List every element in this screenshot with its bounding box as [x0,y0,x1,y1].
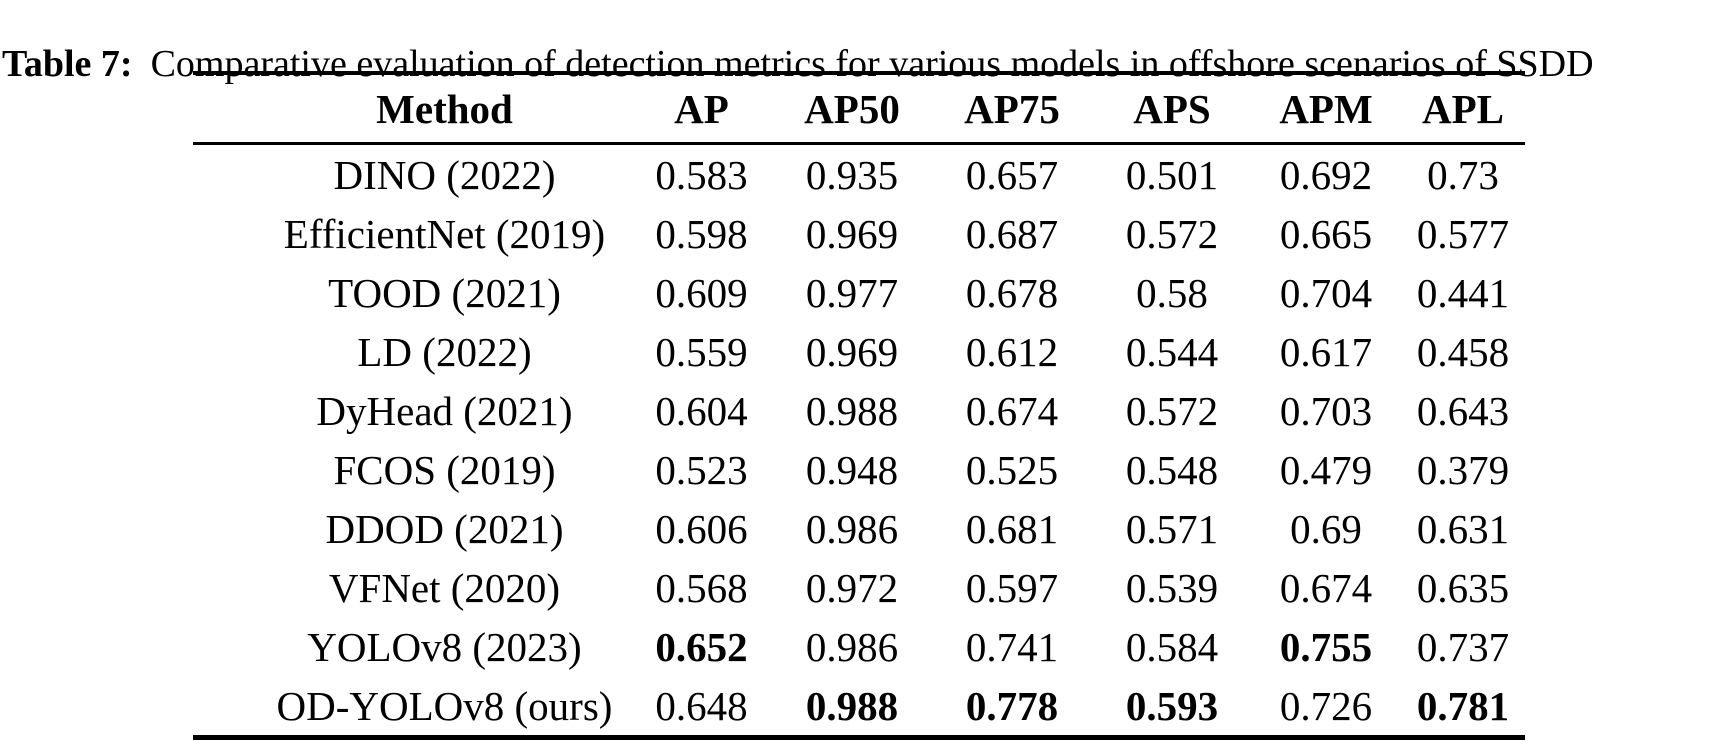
table-row: OD-YOLOv8 (ours) 0.648 0.988 0.778 0.593 0.72… [193,676,1525,738]
metric-cell: 0.692 [1279,151,1373,198]
table-row: DINO (2022) 0.583 0.935 0.657 0.501 0.692 0.73 [193,144,1525,205]
metric-cell: 0.572 [1125,387,1219,434]
method-cell: TOOD (2021) [328,269,561,316]
column-header-apm: APM [1279,85,1373,132]
metric-cell: 0.948 [805,446,899,493]
method-cell: EfficientNet (2019) [283,210,606,257]
metric-cell: 0.559 [655,328,748,375]
metric-cell: 0.604 [655,387,748,434]
method-cell: DINO (2022) [333,151,556,198]
table-row: YOLOv8 (2023) 0.652 0.986 0.741 0.584 0.755 0.… [193,617,1525,676]
table-caption-text: Comparative evaluation of detection metr… [150,43,1594,85]
metric-cell: 0.703 [1279,387,1373,434]
metric-cell: 0.548 [1125,446,1219,493]
table-caption: Table 7: Comparative evaluation of detect… [2,41,1594,87]
metric-cell: 0.755 [1279,623,1373,670]
metric-cell: 0.778 [965,682,1059,729]
column-header-method: Method [376,85,513,132]
metric-cell: 0.704 [1279,269,1373,316]
metric-cell: 0.977 [805,269,899,316]
table-row: TOOD (2021) 0.609 0.977 0.678 0.58 0.704 0.441 [193,263,1525,322]
metric-cell: 0.584 [1125,623,1219,670]
metric-cell: 0.652 [655,623,748,670]
metric-cell: 0.69 [1290,505,1362,552]
table-caption-label: Table 7: [2,43,133,85]
metric-cell: 0.986 [805,623,899,670]
method-cell: DyHead (2021) [316,387,573,434]
metric-cell: 0.572 [1125,210,1219,257]
table-row: EfficientNet (2019) 0.598 0.969 0.687 0.572 0… [193,204,1525,263]
method-cell: DDOD (2021) [325,505,564,552]
metric-cell: 0.726 [1279,682,1373,729]
metric-cell: 0.678 [965,269,1059,316]
method-cell: VFNet (2020) [328,564,561,611]
metric-cell: 0.525 [965,446,1059,493]
metric-cell: 0.674 [1279,564,1373,611]
metric-cell: 0.571 [1125,505,1219,552]
metric-cell: 0.737 [1416,623,1510,670]
metric-cell: 0.643 [1416,387,1510,434]
table-row: LD (2022) 0.559 0.969 0.612 0.544 0.617 0.458 [193,322,1525,381]
column-header-apl: APL [1422,85,1504,132]
metric-cell: 0.606 [655,505,748,552]
metric-cell: 0.648 [655,682,748,729]
table-row: FCOS (2019) 0.523 0.948 0.525 0.548 0.479 0.37… [193,440,1525,499]
method-cell: OD-YOLOv8 (ours) [276,682,613,729]
metric-cell: 0.741 [965,623,1059,670]
table-row: DDOD (2021) 0.606 0.986 0.681 0.571 0.69 0.631 [193,499,1525,558]
metric-cell: 0.441 [1416,269,1510,316]
metric-cell: 0.988 [805,682,899,729]
metric-cell: 0.609 [655,269,748,316]
metric-cell: 0.617 [1279,328,1373,375]
metric-cell: 0.631 [1416,505,1510,552]
metric-cell: 0.583 [655,151,748,198]
metric-cell: 0.969 [805,210,899,257]
metric-cell: 0.597 [965,564,1059,611]
metric-cell: 0.568 [655,564,748,611]
metric-cell: 0.58 [1136,269,1208,316]
column-header-ap50: AP50 [804,85,900,132]
metric-cell: 0.479 [1279,446,1373,493]
metric-cell: 0.935 [805,151,899,198]
metric-cell: 0.665 [1279,210,1373,257]
table-row: DyHead (2021) 0.604 0.988 0.674 0.572 0.703 0.… [193,381,1525,440]
results-table: Method AP AP50 AP75 APS APM APL DINO (20… [193,71,1525,740]
metric-cell: 0.544 [1125,328,1219,375]
method-cell: YOLOv8 (2023) [307,623,582,670]
metric-cell: 0.501 [1125,151,1219,198]
column-header-ap75: AP75 [964,85,1060,132]
column-header-aps: APS [1133,85,1211,132]
table-header-row: Method AP AP50 AP75 APS APM APL [193,73,1525,144]
metric-cell: 0.635 [1416,564,1510,611]
metric-cell: 0.681 [965,505,1059,552]
metric-cell: 0.539 [1125,564,1219,611]
table-header: Method AP AP50 AP75 APS APM APL [193,73,1525,144]
metric-cell: 0.969 [805,328,899,375]
method-cell: LD (2022) [357,328,532,375]
metric-cell: 0.687 [965,210,1059,257]
metric-cell: 0.972 [805,564,899,611]
metric-cell: 0.593 [1125,682,1219,729]
metric-cell: 0.988 [805,387,899,434]
metric-cell: 0.657 [965,151,1059,198]
metric-cell: 0.674 [965,387,1059,434]
method-cell: FCOS (2019) [333,446,556,493]
metric-cell: 0.458 [1416,328,1510,375]
metric-cell: 0.577 [1416,210,1510,257]
metric-cell: 0.598 [655,210,748,257]
metric-cell: 0.612 [965,328,1059,375]
metric-cell: 0.986 [805,505,899,552]
metric-cell: 0.781 [1416,682,1510,729]
table-row: VFNet (2020) 0.568 0.972 0.597 0.539 0.674 0.6… [193,558,1525,617]
metric-cell: 0.73 [1427,151,1499,198]
column-header-ap: AP [674,85,729,132]
table-body: DINO (2022) 0.583 0.935 0.657 0.501 0.692 0.73… [193,144,1525,738]
metric-cell: 0.523 [655,446,748,493]
metric-cell: 0.379 [1416,446,1510,493]
